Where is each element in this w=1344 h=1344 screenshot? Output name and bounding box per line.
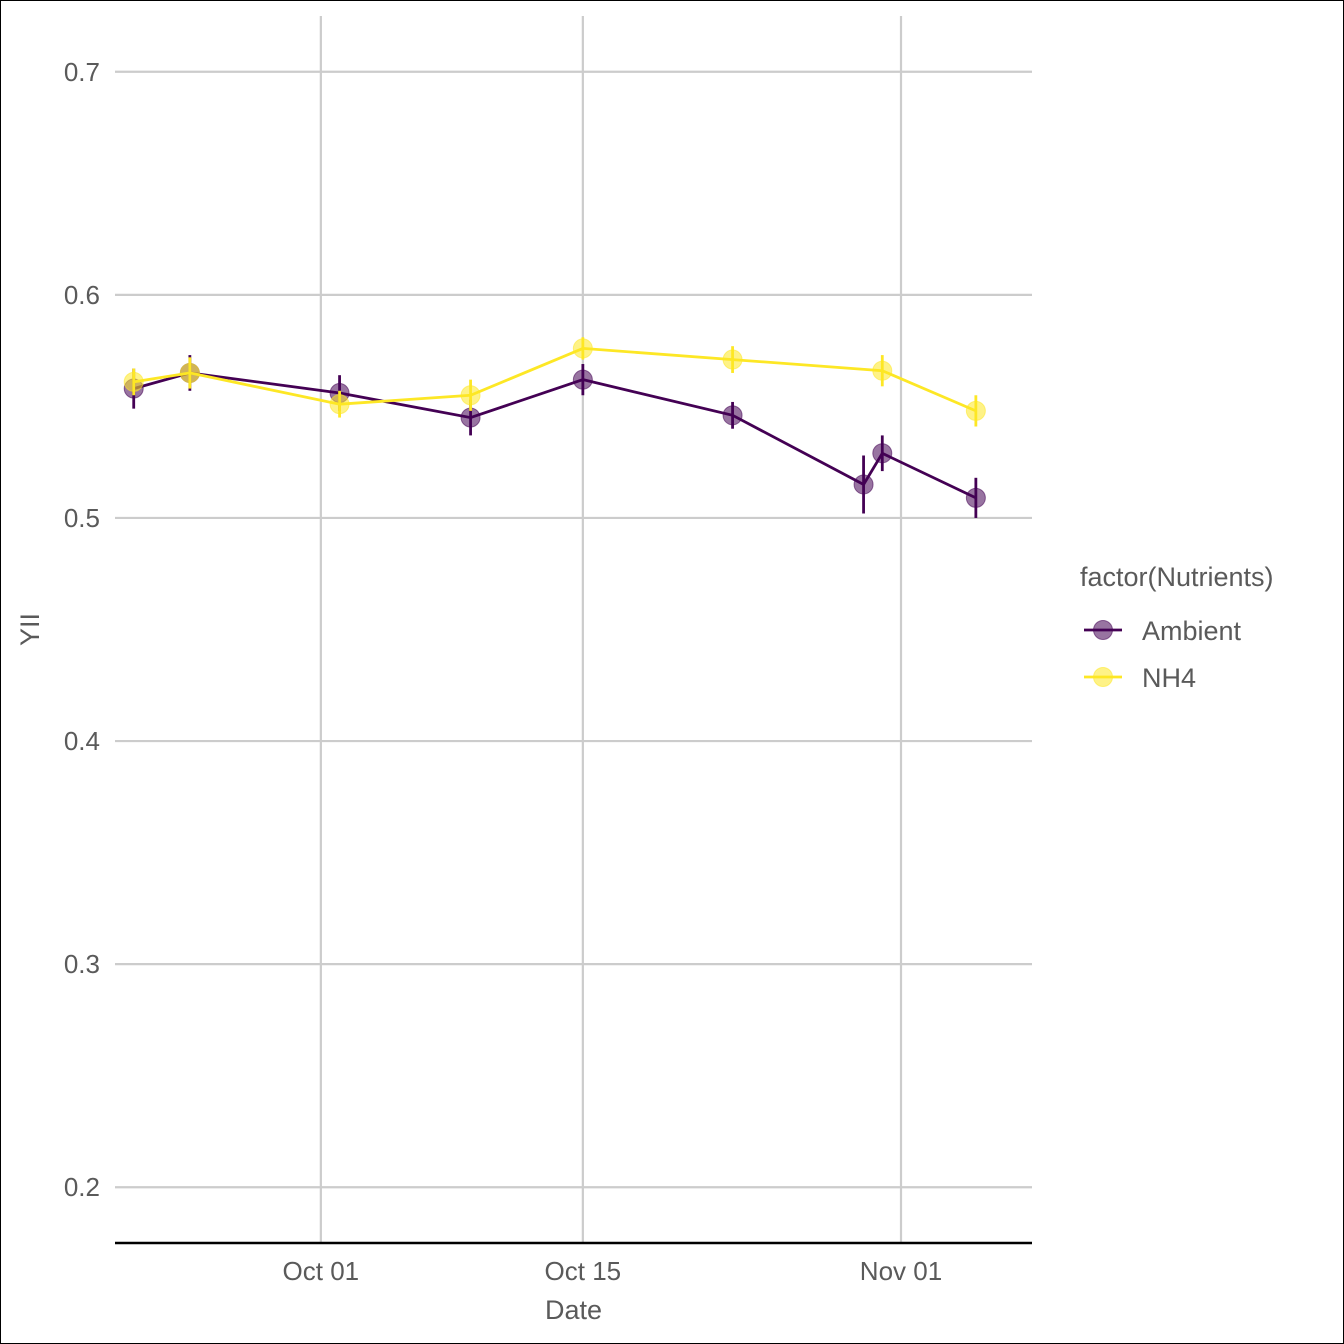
data-point <box>572 369 593 390</box>
legend-label: Ambient <box>1142 616 1242 646</box>
legend: factor(Nutrients) Ambient NH4 <box>1080 562 1274 693</box>
data-point <box>872 360 893 381</box>
y-tick-label: 0.2 <box>64 1172 100 1202</box>
y-gridlines <box>115 70 1032 1189</box>
y-tick-label: 0.5 <box>64 503 100 533</box>
legend-item-ambient: Ambient <box>1084 616 1242 646</box>
y-tick-label: 0.6 <box>64 280 100 310</box>
y-tick-labels: 0.2 0.3 0.4 0.5 0.6 0.7 <box>64 57 100 1202</box>
legend-items: Ambient NH4 <box>1084 616 1242 693</box>
data-point <box>460 385 481 406</box>
data-point <box>329 394 350 415</box>
y-axis-title: YII <box>15 613 45 646</box>
x-tick-label: Nov 01 <box>860 1256 942 1286</box>
series-nh4 <box>123 337 986 427</box>
x-gridlines <box>319 16 903 1243</box>
x-tick-labels: Oct 01 Oct 15 Nov 01 <box>283 1256 943 1286</box>
series-line <box>133 371 977 500</box>
x-tick-label: Oct 15 <box>545 1256 622 1286</box>
legend-label: NH4 <box>1142 663 1196 693</box>
series-ambient <box>123 355 986 518</box>
data-point <box>572 338 593 359</box>
data-point <box>853 474 874 495</box>
x-axis-title: Date <box>545 1295 602 1325</box>
x-tick-label: Oct 01 <box>283 1256 360 1286</box>
data-point <box>872 443 893 464</box>
y-tick-label: 0.4 <box>64 726 100 756</box>
series-line <box>133 346 977 413</box>
data-point <box>123 371 144 392</box>
legend-title: factor(Nutrients) <box>1080 562 1274 592</box>
series-layer <box>123 337 986 518</box>
data-point <box>722 349 743 370</box>
y-tick-label: 0.3 <box>64 949 100 979</box>
data-point <box>179 362 200 383</box>
legend-point-key <box>1093 620 1113 640</box>
data-point <box>965 400 986 421</box>
data-point <box>965 487 986 508</box>
data-point <box>722 405 743 426</box>
legend-point-key <box>1093 667 1113 687</box>
data-point <box>460 407 481 428</box>
legend-item-nh4: NH4 <box>1084 663 1196 693</box>
y-tick-label: 0.7 <box>64 57 100 87</box>
